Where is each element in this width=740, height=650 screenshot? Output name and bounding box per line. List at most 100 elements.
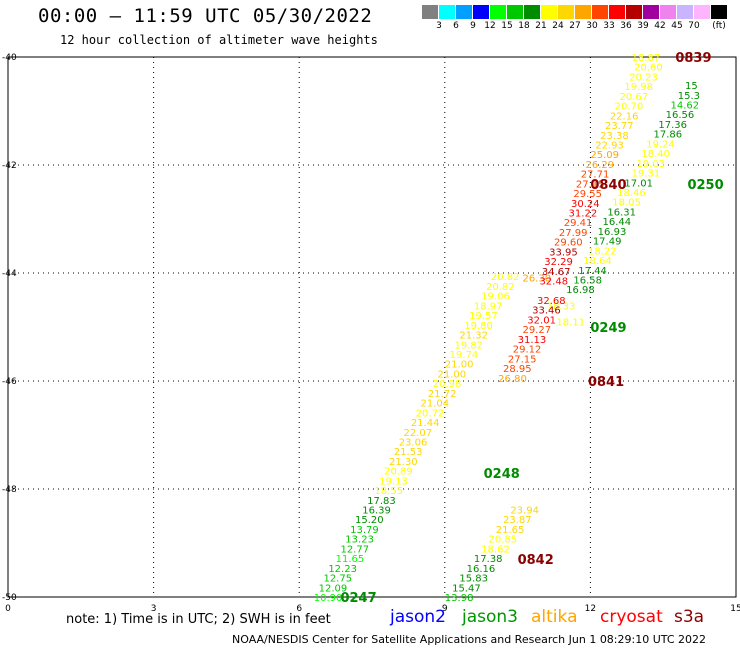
color-scale-swatch	[422, 5, 438, 19]
data-label: 23.06	[399, 437, 428, 448]
color-scale-swatch	[541, 5, 557, 19]
data-label: 19.03	[637, 159, 666, 170]
data-label: 31.13	[518, 335, 547, 346]
color-scale-label: 24	[552, 21, 564, 31]
data-label: 20.70	[615, 102, 644, 113]
data-label: 19.82	[455, 340, 484, 351]
data-label: 19.98	[624, 82, 653, 93]
color-scale-swatch	[558, 5, 574, 19]
data-label: 16.31	[607, 207, 636, 218]
data-label: 15	[685, 81, 698, 92]
data-label: 22.16	[610, 111, 639, 122]
data-label: 25.09	[590, 150, 619, 161]
x-tick-label: 15	[730, 604, 740, 614]
data-label: 18.33	[547, 301, 576, 312]
legend-item-jason3: jason3	[462, 607, 518, 627]
data-label: 20.89	[384, 467, 413, 478]
data-label: 34.67	[542, 267, 571, 278]
color-scale-swatch	[575, 5, 591, 19]
data-label: 31.22	[569, 209, 598, 220]
color-scale-swatch	[609, 5, 625, 19]
data-label: 17.38	[474, 554, 503, 565]
data-label: 19.24	[646, 139, 675, 150]
x-tick-label: 12	[585, 604, 596, 614]
data-label: 10.90	[314, 593, 343, 604]
data-label: 18.05	[612, 198, 641, 209]
color-scale-label: 12	[484, 21, 496, 31]
data-label: 32.48	[539, 277, 568, 288]
color-scale-swatch	[626, 5, 642, 19]
y-tick-label: -44	[2, 269, 17, 279]
pass-label: 0840	[590, 178, 626, 193]
data-label: 18.55	[374, 486, 403, 497]
data-label: 20.82	[491, 272, 520, 283]
data-label: 32.01	[527, 315, 556, 326]
data-label: 12.75	[323, 574, 352, 585]
data-label: 30.24	[571, 199, 600, 210]
chart-subtitle: 12 hour collection of altimeter wave hei…	[60, 33, 378, 47]
color-scale-label: 33	[603, 21, 615, 31]
data-label: 23.87	[503, 515, 532, 526]
data-label: 13.23	[345, 535, 374, 546]
color-scale-label: 39	[637, 21, 649, 31]
color-scale-label: 15	[501, 21, 513, 31]
color-scale-label: 27	[569, 21, 581, 31]
data-label: 27.71	[581, 170, 610, 181]
data-label: 26.80	[498, 374, 527, 385]
data-label: 13.98	[445, 593, 474, 604]
color-scale-label: 18	[518, 21, 530, 31]
data-label: 16.39	[362, 506, 391, 517]
data-label: 27.15	[576, 179, 605, 190]
pass-label: 0842	[518, 553, 554, 568]
data-label: 21.65	[496, 525, 525, 536]
data-label: 15.47	[452, 583, 481, 594]
x-tick-label: 9	[442, 604, 448, 614]
footer-note: note: 1) Time is in UTC; 2) SWH is in fe…	[66, 612, 331, 627]
color-scale-swatch	[507, 5, 523, 19]
data-label: 18.64	[583, 256, 612, 267]
data-label: 29.27	[522, 325, 551, 336]
data-label: 26.29	[586, 160, 615, 171]
data-label: 18.97	[474, 301, 503, 312]
data-label: 18.62	[481, 544, 510, 555]
data-label: 18.22	[588, 246, 617, 257]
data-label: 29.60	[554, 238, 583, 249]
data-label: 19.57	[469, 311, 498, 322]
data-label: 20.72	[416, 408, 445, 419]
data-label: 26.30	[522, 273, 551, 284]
data-label: 15.20	[355, 515, 384, 526]
data-label: 15.3	[678, 91, 700, 102]
data-label: 21.32	[459, 331, 488, 342]
pass-label: 0247	[340, 591, 376, 606]
data-label: 11.65	[336, 554, 365, 565]
y-tick-label: -40	[2, 53, 17, 63]
color-scale-unit: (ft)	[712, 21, 726, 31]
data-label: 22.07	[404, 428, 433, 439]
color-scale-swatch	[439, 5, 455, 19]
data-label: 12.77	[340, 544, 369, 555]
data-label: 20.23	[629, 72, 658, 83]
color-scale-label: 70	[688, 21, 700, 31]
data-label: 28.95	[503, 364, 532, 375]
color-scale-label: 45	[671, 21, 683, 31]
pass-label: 0841	[588, 375, 624, 390]
data-label: 17.01	[624, 178, 653, 189]
pass-label: 0839	[675, 51, 711, 66]
data-label: 12.09	[319, 583, 348, 594]
data-label: 16.56	[666, 110, 695, 121]
data-label: 29.12	[513, 345, 542, 356]
data-label: 33.95	[549, 247, 578, 258]
data-label: 12.23	[328, 564, 357, 575]
color-scale-swatch	[524, 5, 540, 19]
data-label: 19.06	[481, 292, 510, 303]
color-scale-swatch	[592, 5, 608, 19]
pass-label: 0248	[484, 467, 520, 482]
data-label: 16.58	[573, 275, 602, 286]
data-label: 19.74	[450, 350, 479, 361]
data-label: 18.46	[617, 188, 646, 199]
data-label: 16.93	[598, 227, 627, 238]
data-label: 21.72	[428, 389, 457, 400]
data-label: 23.94	[510, 506, 539, 517]
data-label: 20.67	[620, 92, 649, 103]
